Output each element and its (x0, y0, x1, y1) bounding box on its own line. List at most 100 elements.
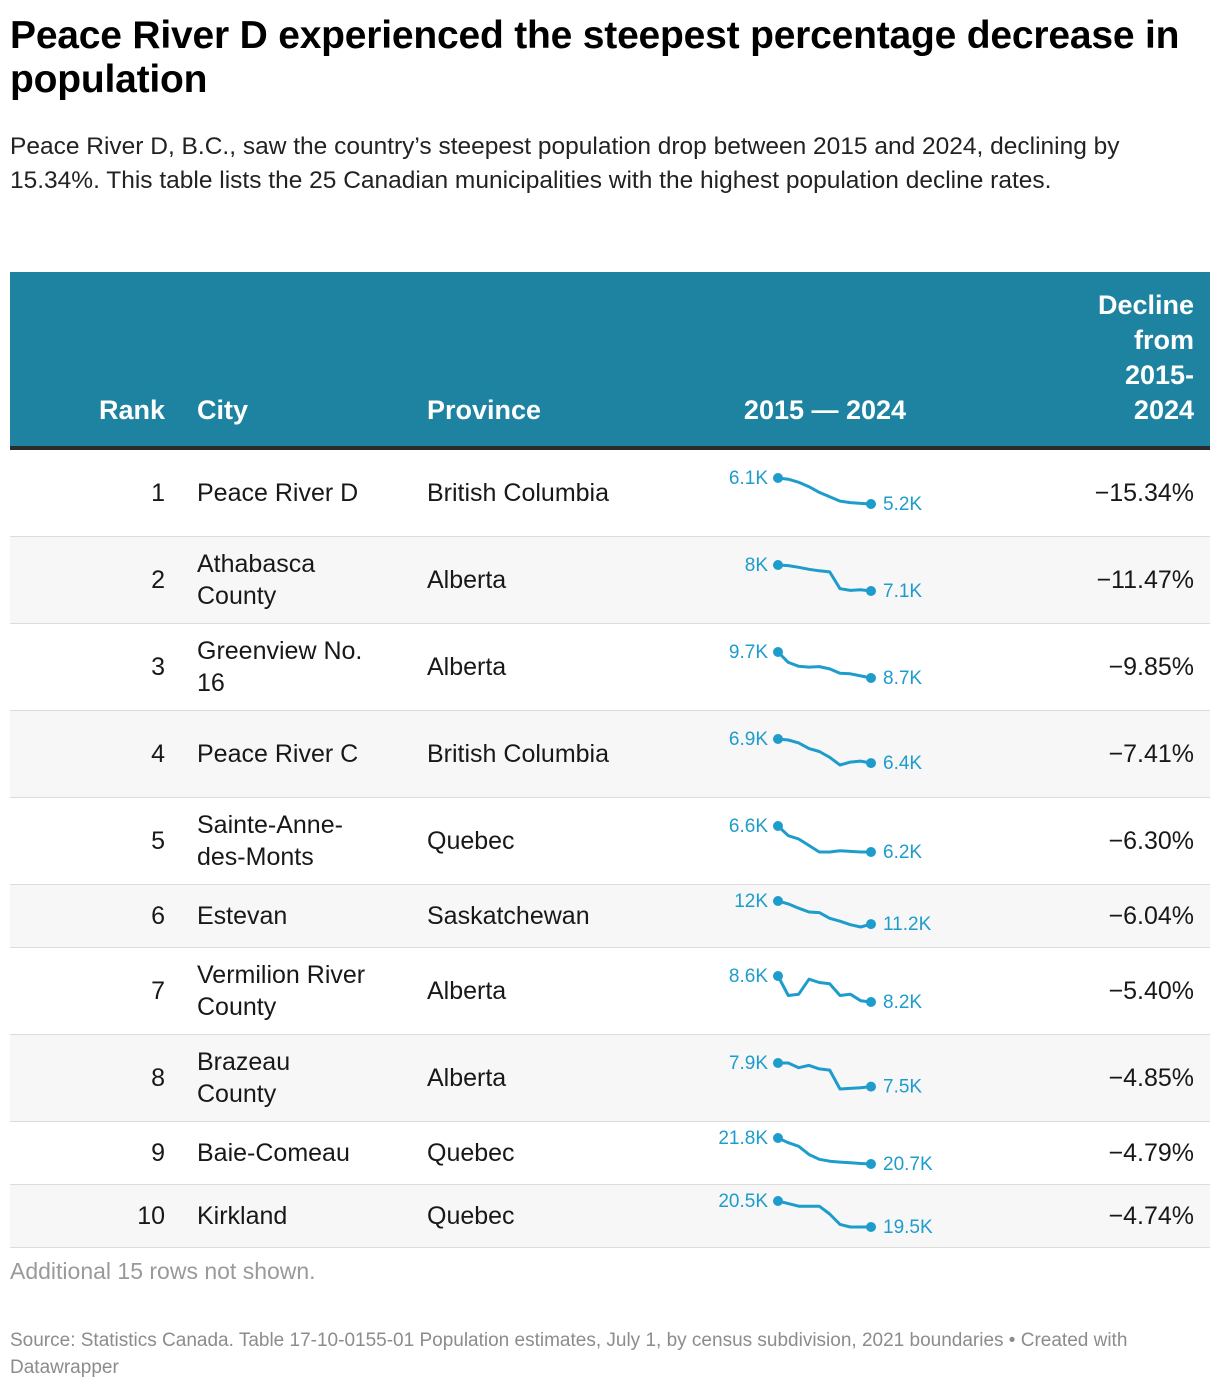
sparkline: 6.9K 6.4K (729, 729, 923, 774)
sparkline-cell: 8.6K 8.2K (690, 947, 960, 1035)
sparkline-cell: 6.9K 6.4K (690, 710, 960, 798)
sparkline: 12K 11.2K (734, 891, 931, 935)
city-cell: Sainte-Anne-des-Monts (181, 797, 411, 885)
sparkline-start-label: 21.8K (718, 1128, 768, 1149)
city-cell-text: Kirkland (197, 1202, 288, 1230)
column-header-province[interactable]: Province (411, 272, 690, 450)
column-header-sparkline: 2015 — 2024 (690, 272, 960, 450)
decline-cell: −4.85% (960, 1034, 1210, 1122)
sparkline-start-point (773, 473, 783, 483)
decline-cell: −6.30% (960, 797, 1210, 885)
decline-cell-text: −4.79% (1108, 1139, 1195, 1167)
province-cell-text: Quebec (427, 1139, 515, 1167)
city-cell: Brazeau County (181, 1034, 411, 1122)
column-header-city[interactable]: City (181, 272, 411, 450)
rank-cell-text: 6 (151, 902, 165, 930)
table-row: 7 Vermilion River County Alberta 8.6K 8.2K −5… (10, 947, 1210, 1035)
column-header-rank[interactable]: Rank (10, 272, 181, 450)
sparkline-start-label: 9.7K (729, 642, 768, 663)
decline-cell: −7.41% (960, 710, 1210, 798)
sparkline-cell: 20.5K 19.5K (690, 1184, 960, 1248)
province-cell: Quebec (411, 797, 690, 885)
decline-cell-text: −15.34% (1094, 479, 1194, 507)
rank-cell: 2 (10, 536, 181, 624)
rank-cell-text: 7 (151, 977, 165, 1005)
sparkline-start-label: 8K (745, 555, 769, 576)
sparkline: 20.5K 19.5K (718, 1191, 933, 1238)
city-cell: Peace River D (181, 448, 411, 537)
province-cell-text: British Columbia (427, 740, 610, 768)
sparkline-cell: 8K 7.1K (690, 536, 960, 624)
sparkline-cell: 6.1K 5.2K (690, 448, 960, 537)
decline-cell: −4.74% (960, 1184, 1210, 1248)
rank-cell: 4 (10, 710, 181, 798)
sparkline-end-point (866, 847, 876, 857)
city-cell: Athabasca County (181, 536, 411, 624)
sparkline-end-label: 7.5K (883, 1077, 922, 1098)
city-cell-text: Estevan (197, 902, 288, 930)
sparkline-end-point (866, 586, 876, 596)
city-cell-text: Peace River D (197, 479, 359, 507)
city-cell-text: Sainte-Anne-des-Monts (197, 811, 343, 871)
table-row: 8 Brazeau County Alberta 7.9K 7.5K −4.85% (10, 1034, 1210, 1122)
sparkline-cell: 6.6K 6.2K (690, 797, 960, 885)
decline-cell-text: −4.85% (1108, 1064, 1195, 1092)
sparkline-cell: 12K 11.2K (690, 884, 960, 948)
chart-subtitle: Peace River D, B.C., saw the country’s s… (10, 133, 1120, 194)
province-cell-text: Quebec (427, 827, 515, 855)
province-cell: British Columbia (411, 710, 690, 798)
table-row: 2 Athabasca County Alberta 8K 7.1K −11.47% (10, 536, 1210, 624)
table-body: 1 Peace River D British Columbia 6.1K 5.2K −1… (10, 448, 1210, 1248)
sparkline-series-line (777, 476, 872, 506)
rank-cell-text: 10 (137, 1202, 165, 1230)
column-header-decline[interactable]: Decline from 2015-2024 (960, 272, 1210, 450)
table-row: 4 Peace River C British Columbia 6.9K 6.4K −7… (10, 710, 1210, 798)
sparkline: 7.9K 7.5K (729, 1053, 923, 1098)
province-cell-text: Saskatchewan (427, 902, 590, 930)
rank-cell: 8 (10, 1034, 181, 1122)
city-cell: Greenview No. 16 (181, 623, 411, 711)
sparkline: 21.8K 20.7K (718, 1128, 933, 1175)
decline-cell-text: −5.40% (1108, 977, 1195, 1005)
rank-cell-text: 9 (151, 1139, 165, 1167)
province-cell: Alberta (411, 536, 690, 624)
sparkline-start-point (773, 560, 783, 570)
sparkline: 8K 7.1K (745, 555, 923, 602)
city-cell: Vermilion River County (181, 947, 411, 1035)
sparkline-end-label: 5.2K (883, 494, 922, 515)
province-cell: Quebec (411, 1121, 690, 1185)
sparkline-start-label: 8.6K (729, 966, 768, 987)
province-cell-text: Quebec (427, 1202, 515, 1230)
sparkline-start-point (773, 734, 783, 744)
decline-cell: −4.79% (960, 1121, 1210, 1185)
rank-cell: 5 (10, 797, 181, 885)
sparkline-start-point (773, 821, 783, 831)
rank-cell-text: 3 (151, 653, 165, 681)
rows-hidden-note: Additional 15 rows not shown. (10, 1258, 316, 1284)
rank-cell-text: 1 (151, 479, 165, 507)
province-cell: Alberta (411, 947, 690, 1035)
city-cell: Kirkland (181, 1184, 411, 1248)
sparkline-start-label: 6.9K (729, 729, 768, 750)
table-row: 10 Kirkland Quebec 20.5K 19.5K −4.74% (10, 1184, 1210, 1248)
city-cell: Estevan (181, 884, 411, 948)
sparkline: 9.7K 8.7K (729, 642, 923, 689)
chart-title: Peace River D experienced the steepest p… (10, 14, 1180, 101)
rank-cell: 7 (10, 947, 181, 1035)
decline-cell-text: −6.04% (1108, 902, 1195, 930)
city-cell-text: Baie-Comeau (197, 1139, 350, 1167)
table-row: 5 Sainte-Anne-des-Monts Quebec 6.6K 6.2K −6.3… (10, 797, 1210, 885)
table-row: 9 Baie-Comeau Quebec 21.8K 20.7K −4.79% (10, 1121, 1210, 1185)
rank-cell-text: 5 (151, 827, 165, 855)
sparkline-end-label: 19.5K (883, 1217, 933, 1238)
province-cell-text: Alberta (427, 566, 507, 594)
province-cell-text: Alberta (427, 1064, 507, 1092)
sparkline-series-line (777, 563, 872, 593)
sparkline-start-point (773, 896, 783, 906)
column-header-decline-label: Decline from 2015-2024 (1097, 290, 1194, 425)
city-cell-text: Peace River C (197, 740, 359, 768)
decline-cell-text: −7.41% (1108, 740, 1195, 768)
sparkline-end-point (866, 919, 876, 930)
decline-cell-text: −4.74% (1108, 1202, 1195, 1230)
sparkline-start-label: 12K (734, 891, 768, 912)
